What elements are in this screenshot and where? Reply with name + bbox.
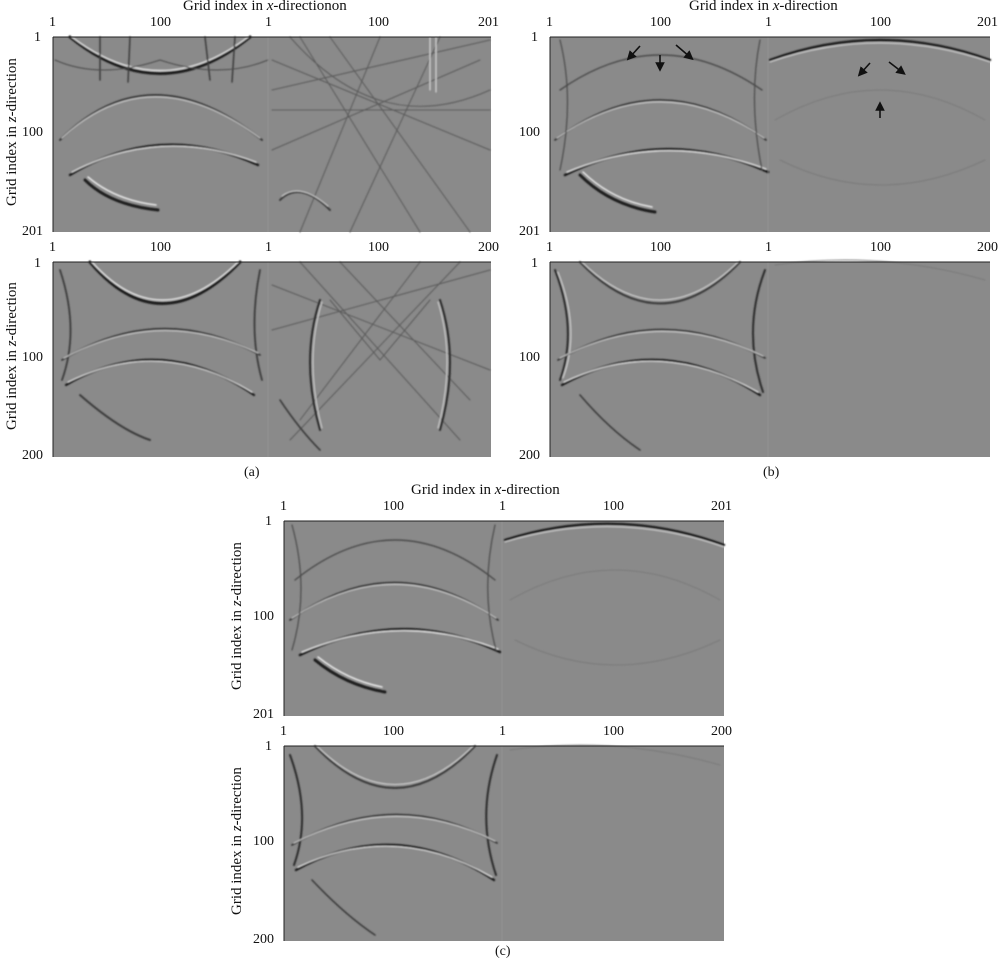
tick-z: 100 [22,125,43,140]
subfigure-label-c: (c) [495,944,511,959]
tick-x: 100 [650,15,671,30]
panel-b-bottom [550,259,990,457]
z-axis-title-var: z [229,825,245,832]
x-axis-title-suffix: -direction [273,0,332,14]
axis-lines [52,36,990,941]
x-axis-title-c: Grid index in x-direction [411,482,560,499]
z-axis-title-suffix: -direction [4,58,20,117]
x-axis-title-suffix: -direction [501,482,560,498]
tick-x: 100 [383,499,404,514]
tick-x: 1 [265,240,272,255]
tick-x: 200 [711,724,732,739]
z-axis-title-var: z [4,340,20,347]
tick-x: 1 [499,724,506,739]
tick-x: 200 [478,240,499,255]
z-axis-title-prefix: Grid index in [229,606,245,690]
z-axis-title-suffix: -direction [229,767,245,826]
tick-x: 100 [383,724,404,739]
x-axis-title-var: x [494,482,502,498]
tick-z: 200 [22,448,43,463]
tick-z: 1 [34,256,41,271]
tick-z: 201 [519,224,540,239]
panel-b-arrows [626,44,906,118]
tick-z: 200 [253,932,274,947]
z-axis-title-prefix: Grid index in [4,346,20,430]
tick-x: 100 [870,240,891,255]
panel-c-top [284,521,726,716]
z-axis-title-a-top: Grid index in z-direction [4,58,21,206]
x-axis-title-fragment: on [331,0,347,14]
tick-x: 100 [603,724,624,739]
z-axis-title-suffix: -direction [229,542,245,601]
x-axis-title-suffix: -direction [779,0,838,14]
tick-x: 1 [546,15,553,30]
tick-z: 1 [265,514,272,529]
tick-x: 201 [478,15,499,30]
subfigure-label-b: (b) [763,465,780,480]
z-axis-title-prefix: Grid index in [4,122,20,206]
z-axis-title-a-bottom: Grid index in z-direction [4,282,21,430]
tick-x: 100 [150,15,171,30]
tick-x: 100 [870,15,891,30]
tick-z: 1 [265,739,272,754]
tick-x: 100 [368,15,389,30]
tick-z: 1 [34,30,41,45]
tick-z: 100 [519,125,540,140]
x-axis-title-a: Grid index in x-directionon [183,0,347,15]
x-axis-title-var: x [266,0,274,14]
tick-z: 100 [519,350,540,365]
x-axis-title-b: Grid index in x-direction [689,0,838,15]
tick-x: 1 [499,499,506,514]
tick-z: 200 [519,448,540,463]
tick-z: 100 [22,350,43,365]
subfigure-label-a: (a) [244,465,260,480]
tick-z: 100 [253,609,274,624]
tick-x: 1 [49,240,56,255]
z-axis-title-var: z [4,116,20,123]
x-axis-title-prefix: Grid index in [183,0,267,14]
tick-x: 200 [977,240,998,255]
tick-x: 1 [280,724,287,739]
x-axis-title-prefix: Grid index in [411,482,495,498]
panel-a-bottom [53,260,491,457]
tick-x: 100 [368,240,389,255]
tick-x: 100 [150,240,171,255]
tick-x: 1 [546,240,553,255]
panel-c-bottom [284,744,724,941]
tick-x: 1 [765,15,772,30]
tick-x: 201 [711,499,732,514]
tick-x: 1 [265,15,272,30]
tick-z: 201 [253,707,274,722]
panel-b-top [550,37,992,232]
tick-z: 100 [253,834,274,849]
tick-z: 1 [531,256,538,271]
x-axis-title-prefix: Grid index in [689,0,773,14]
z-axis-title-prefix: Grid index in [229,831,245,915]
panel-a-top [53,35,491,233]
z-axis-title-c-top: Grid index in z-direction [229,542,246,690]
tick-x: 1 [765,240,772,255]
tick-x: 201 [977,15,998,30]
tick-x: 100 [603,499,624,514]
tick-x: 100 [650,240,671,255]
z-axis-title-suffix: -direction [4,282,20,341]
z-axis-title-var: z [229,600,245,607]
tick-z: 201 [22,224,43,239]
x-axis-title-var: x [772,0,780,14]
tick-x: 1 [49,15,56,30]
z-axis-title-c-bottom: Grid index in z-direction [229,767,246,915]
tick-z: 1 [531,30,538,45]
tick-x: 1 [280,499,287,514]
